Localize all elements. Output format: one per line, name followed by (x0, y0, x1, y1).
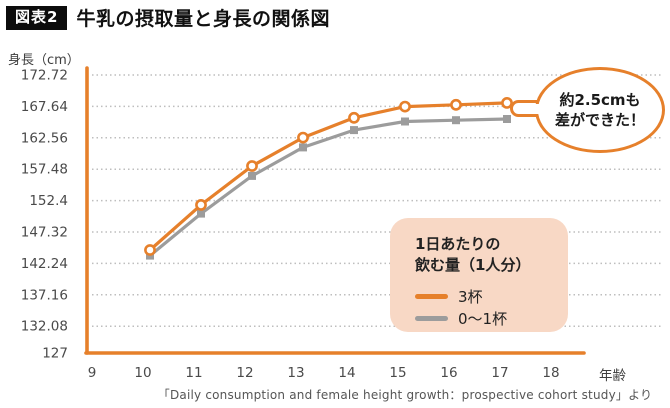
legend-items: 3杯 0〜1杯 (415, 285, 568, 329)
figure-number-badge: 図表2 (6, 5, 68, 30)
svg-text:162.56: 162.56 (21, 130, 68, 146)
svg-text:9: 9 (88, 365, 97, 381)
svg-text:142.24: 142.24 (21, 256, 68, 272)
annotation-line1: 約2.5cmも (559, 91, 641, 109)
svg-text:18: 18 (542, 365, 559, 381)
svg-text:12: 12 (236, 365, 253, 381)
legend-card: 1日あたりの 飲む量（1人分） 3杯 0〜1杯 (390, 218, 568, 332)
annotation-line2: 差ができた！ (554, 111, 645, 129)
svg-text:147.32: 147.32 (21, 225, 68, 241)
svg-text:157.48: 157.48 (21, 162, 68, 178)
svg-text:10: 10 (134, 365, 151, 381)
legend-swatch-orange-line (415, 293, 448, 299)
legend-swatch-gray-line (415, 315, 448, 321)
svg-text:13: 13 (287, 365, 304, 381)
source-citation: 「Daily consumption and female height gro… (157, 388, 653, 402)
x-axis-title: 年齢 (599, 368, 626, 384)
svg-text:127: 127 (42, 346, 68, 362)
figure-title: 牛乳の摂取量と身長の関係図 (76, 8, 330, 30)
legend-label-3cups: 3杯 (458, 287, 483, 306)
svg-text:167.64: 167.64 (21, 99, 68, 115)
svg-text:17: 17 (491, 365, 508, 381)
legend-title-line1: 1日あたりの (415, 235, 501, 253)
legend-item-3cups: 3杯 (415, 285, 568, 307)
svg-text:15: 15 (389, 365, 406, 381)
svg-text:11: 11 (185, 365, 202, 381)
svg-text:137.16: 137.16 (21, 287, 68, 303)
figure-header: 図表2 牛乳の摂取量と身長の関係図 (6, 4, 330, 31)
legend-title: 1日あたりの 飲む量（1人分） (415, 234, 568, 276)
svg-text:14: 14 (338, 365, 355, 381)
legend-title-line2: 飲む量（1人分） (415, 256, 531, 274)
svg-text:16: 16 (440, 365, 457, 381)
speech-bubble-join (533, 104, 547, 114)
svg-text:172.72: 172.72 (21, 68, 68, 84)
legend-item-0to1cup: 0〜1杯 (415, 307, 568, 329)
y-axis-title: 身長（cm） (8, 53, 80, 68)
svg-text:152.4: 152.4 (29, 193, 68, 209)
svg-text:132.08: 132.08 (21, 319, 68, 335)
speech-bubble: 約2.5cmも 差ができた！ (535, 67, 665, 153)
legend-label-0to1cup: 0〜1杯 (458, 309, 508, 328)
